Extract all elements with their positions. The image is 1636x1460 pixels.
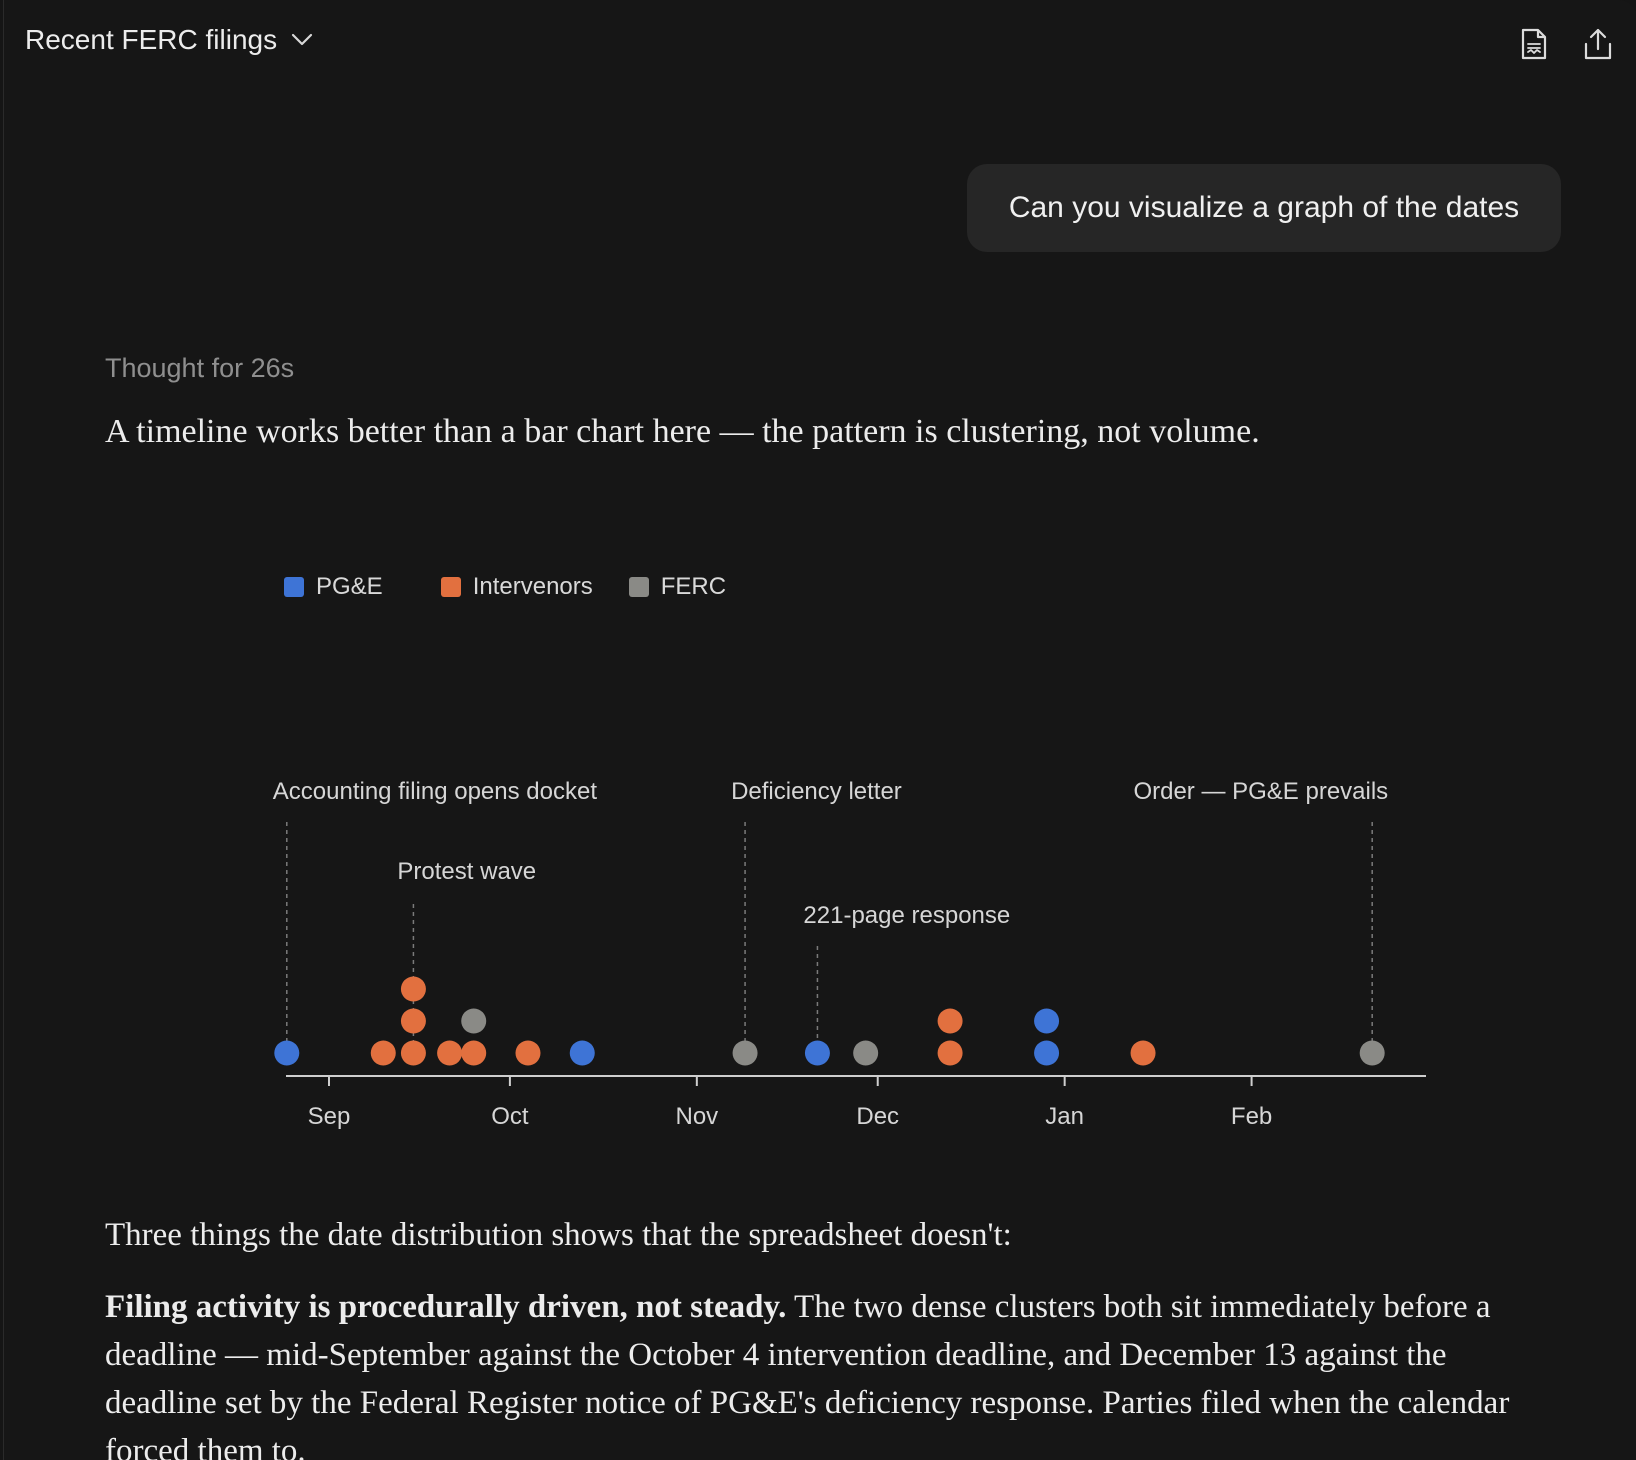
- data-point: [569, 1040, 595, 1066]
- x-tick-label: Oct: [491, 1103, 529, 1130]
- data-point: [853, 1040, 879, 1066]
- data-point: [804, 1040, 830, 1066]
- legend-swatch: [628, 577, 649, 597]
- data-point: [461, 1040, 487, 1066]
- user-message-text: Can you visualize a graph of the dates: [1008, 191, 1520, 224]
- data-point: [1359, 1040, 1385, 1066]
- legend-label: PG&E: [316, 573, 383, 600]
- conversation-title: Recent FERC filings: [25, 24, 278, 55]
- legend-label: Intervenors: [472, 573, 593, 600]
- document-button[interactable]: [1517, 26, 1551, 66]
- legend-swatch: [284, 577, 304, 597]
- x-tick-label: Nov: [675, 1103, 718, 1130]
- x-tick-label: Sep: [308, 1103, 351, 1130]
- annotation-label: Accounting filing opens docket: [273, 778, 598, 805]
- data-point: [937, 1040, 963, 1066]
- annotation-label: 221-page response: [803, 902, 1010, 929]
- x-tick-label: Jan: [1045, 1103, 1084, 1130]
- data-point: [515, 1040, 541, 1066]
- user-message-bubble: Can you visualize a graph of the dates: [967, 164, 1561, 252]
- header-actions: [1517, 26, 1615, 66]
- legend-swatch: [440, 577, 461, 597]
- data-point: [937, 1008, 963, 1034]
- data-point: [400, 976, 426, 1002]
- paragraph-2-lead: Filing activity is procedurally driven, …: [105, 1289, 787, 1325]
- x-tick-label: Dec: [856, 1103, 899, 1130]
- legend-item: PG&E: [284, 573, 383, 601]
- data-point: [370, 1040, 396, 1066]
- legend-item: Intervenors: [440, 573, 593, 601]
- data-point: [1034, 1008, 1060, 1034]
- assistant-paragraph-1: Three things the date distribution shows…: [105, 1217, 1012, 1253]
- annotation-label: Order — PG&E prevails: [1133, 778, 1388, 805]
- annotation-label: Protest wave: [397, 858, 536, 885]
- legend-item: FERC: [628, 573, 727, 601]
- share-icon: [1582, 27, 1614, 66]
- thought-toggle[interactable]: Thought for 26s: [105, 353, 295, 383]
- assistant-paragraph-2: Filing activity is procedurally driven, …: [105, 1283, 1525, 1460]
- paragraph-2-body: The two dense clusters both sit immediat…: [105, 1289, 1510, 1460]
- data-point: [1130, 1040, 1156, 1066]
- data-point: [400, 1008, 426, 1034]
- data-point: [437, 1040, 463, 1066]
- conversation-title-dropdown[interactable]: Recent FERC filings: [25, 24, 313, 56]
- chat-window: Recent FERC filings Can yo: [3, 0, 1636, 1460]
- data-point: [400, 1040, 426, 1066]
- data-point: [732, 1040, 758, 1066]
- x-tick-label: Feb: [1231, 1103, 1272, 1130]
- chevron-down-icon: [291, 33, 313, 47]
- data-point: [461, 1008, 487, 1034]
- data-point: [274, 1040, 300, 1066]
- data-point: [1034, 1040, 1060, 1066]
- assistant-intro: A timeline works better than a bar chart…: [105, 413, 1260, 450]
- chart-legend: PG&E Intervenors FERC: [284, 573, 726, 601]
- timeline-chart: Sep Oct Nov Dec Jan Feb Accounting filing open…: [273, 778, 1426, 1130]
- share-button[interactable]: [1581, 26, 1615, 66]
- annotation-label: Deficiency letter: [731, 778, 902, 805]
- document-icon: [1520, 27, 1548, 66]
- legend-label: FERC: [660, 573, 727, 600]
